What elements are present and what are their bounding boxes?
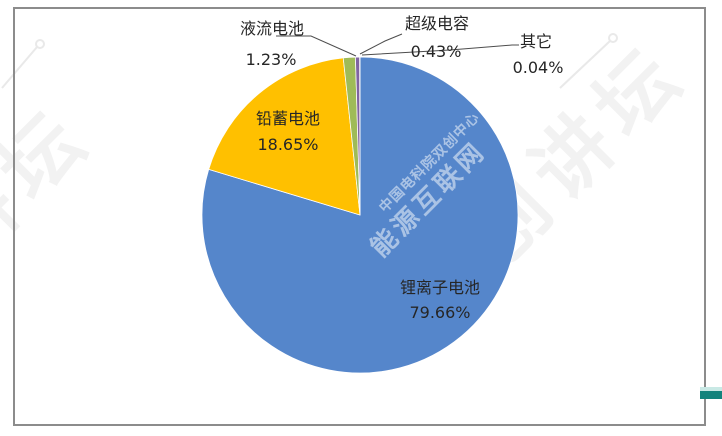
label-flow-battery-name: 液流电池 bbox=[240, 19, 304, 38]
pie-slice-1 bbox=[208, 57, 361, 216]
leader-lines bbox=[276, 33, 519, 57]
label-lithium-name: 锂离子电池 bbox=[400, 278, 480, 297]
label-supercapacitor-name: 超级电容 bbox=[405, 14, 469, 33]
leader-line-supercapacitor bbox=[359, 33, 403, 55]
label-lead-acid-pct: 18.65% bbox=[257, 135, 318, 154]
chart-frame-border bbox=[13, 7, 706, 426]
pin-head-top-left-icon bbox=[35, 39, 45, 49]
data-labels: 锂离子电池 79.66% 铅蓄电池 18.65% 液流电池 1.23% 超级电容… bbox=[240, 14, 563, 322]
watermark-left-edge-text: 双创讲坛 bbox=[0, 90, 110, 408]
leader-line-flow-battery bbox=[276, 35, 357, 57]
accent-bar-main bbox=[700, 391, 722, 399]
label-other-name: 其它 bbox=[520, 32, 552, 51]
accent-bar bbox=[700, 387, 722, 399]
pin-line-top-left-icon bbox=[1, 46, 38, 89]
leader-line-other bbox=[361, 44, 519, 56]
label-lithium-pct: 79.66% bbox=[409, 303, 470, 322]
label-lead-acid-name: 铅蓄电池 bbox=[256, 109, 320, 128]
pin-line-top-right-icon bbox=[559, 40, 611, 89]
pie bbox=[201, 56, 519, 374]
label-other-pct: 0.04% bbox=[513, 58, 564, 77]
pin-head-top-right-icon bbox=[608, 33, 618, 43]
accent-bar-light bbox=[700, 387, 722, 391]
label-supercapacitor-pct: 0.43% bbox=[411, 42, 462, 61]
label-flow-battery-pct: 1.23% bbox=[246, 50, 297, 69]
